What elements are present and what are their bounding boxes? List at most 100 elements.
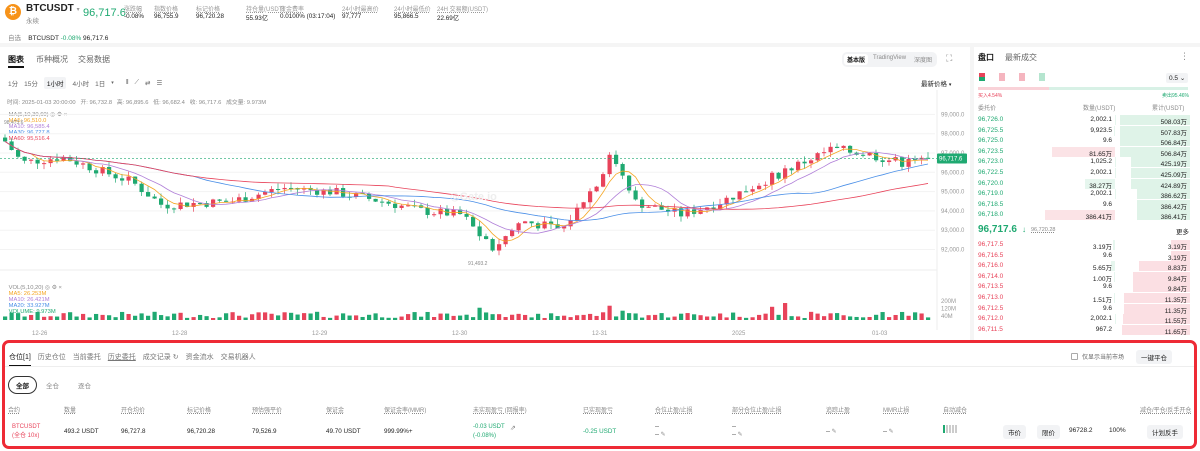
orderbook-row[interactable]: 96,714.0 1.00万 9.84万 [975,271,1190,283]
price-type-select[interactable]: 最新价格 ▾ [921,78,951,88]
tab-bots[interactable]: 交易机器人 [220,354,256,361]
position-contract[interactable]: BTCUSDT (全仓 10x) [12,423,40,441]
orderbook-row[interactable]: 96,722.5 2,002.1 425.09万 [975,168,1190,179]
layout-asks-icon[interactable] [1019,73,1025,81]
view-basic[interactable]: 基本版 [844,54,869,65]
tab-trade-data[interactable]: 交易数据 [78,55,110,64]
edit-trail[interactable]: -- ✎ [826,428,837,436]
tab-history-positions[interactable]: 历史仓位 [37,354,66,361]
divider [5,366,1194,367]
volume-bar [763,313,768,320]
settings-list-icon[interactable]: ☰ [156,80,163,87]
swap-icon[interactable]: ⇄ [145,80,151,87]
symbol-selector[interactable]: BTCUSDT ▾ [26,3,80,14]
volume-bar [87,317,92,320]
candle-body [757,185,762,190]
layout-trades-icon[interactable] [1039,73,1045,81]
filter-cross[interactable]: 全仓 [46,383,59,390]
ob-price: 96,712.0 [978,315,1004,323]
candle-body [243,197,248,202]
limit_price-button[interactable]: 96728.2 [1064,425,1098,436]
limit-button[interactable]: 限价 [1037,425,1060,439]
position-entry: 96,727.8 [121,428,146,435]
edit-ptpsl[interactable]: -- -- ✎ [732,424,743,438]
interval-4h[interactable]: 4小时 [72,81,90,88]
watchlist-row[interactable]: 自选 BTCUSDT -0.08% 96,717.6 [8,32,108,42]
reverse-button[interactable]: 计划反手 [1147,425,1183,439]
orderbook-row[interactable]: 96,720.0 38.27万 424.89万 [975,178,1190,190]
view-tradingview[interactable]: TradingView [873,55,907,61]
filter-isolated[interactable]: 逐仓 [78,383,91,390]
layout-both-icon[interactable] [979,73,985,81]
refresh-icon[interactable]: ↻ [172,354,179,361]
orderbook-row[interactable]: 96,712.0 2,002.1 11.55万 [975,314,1190,325]
candle-type-icon[interactable]: ⫴ [125,79,129,86]
candle-body [211,199,216,207]
orderbook-row[interactable]: 96,725.0 9.6 506.84万 [975,136,1190,147]
edit-icon[interactable]: ✎ [660,432,666,438]
orderbook-row[interactable]: 96,713.5 9.6 9.84万 [975,282,1190,293]
candle-body [529,221,534,224]
ob-more-link[interactable]: 更多 [1176,229,1189,236]
tab-open-orders[interactable]: 当前委托 [72,354,101,361]
volume-bar [367,314,372,320]
edit-icon[interactable]: ✎ [737,432,743,438]
tab-funding[interactable]: 资金流水 [185,354,214,361]
edit-icon[interactable]: ✎ [888,429,894,435]
eye-icon[interactable]: ◎ ⚙ × [50,112,68,118]
book-layout-icons[interactable] [979,73,1045,81]
interval-1m[interactable]: 1分 [8,81,19,88]
edit-icon[interactable]: ✎ [831,429,837,435]
close-all-button[interactable]: 一键平仓 [1136,350,1172,364]
filter-all[interactable]: 全部 [8,376,37,394]
orderbook-row[interactable]: 96,725.5 9,923.5 507.83万 [975,125,1190,137]
orderbook-row[interactable]: 96,719.0 2,002.1 386.62万 [975,189,1190,200]
candle-body [633,190,638,200]
tab-chart[interactable]: 图表 [8,55,24,64]
precision-select[interactable]: 0.5 ⌄ [1166,73,1189,83]
vol-ma20: MA20: 33.927M [8,303,50,309]
orderbook-row[interactable]: 96,713.0 1.51万 11.35万 [975,293,1190,304]
tab-trades[interactable]: 成交记录 ↻ [143,352,179,366]
only-current-checkbox[interactable]: 仅显示当前市场 [1071,352,1124,361]
fullscreen-icon[interactable]: ⛶ [946,53,953,63]
orderbook-row[interactable]: 96,716.5 9.6 3.19万 [975,250,1190,262]
orderbook-row[interactable]: 96,723.0 1,025.2 425.19万 [975,157,1190,168]
orderbook-row[interactable]: 96,718.0 386.41万 386.41万 [975,210,1190,221]
more-options-icon[interactable]: ⋮ [1180,51,1189,61]
volume-bar [497,314,502,320]
interval-1h[interactable]: 1小时 [43,77,67,89]
column-header: 仓位止盈/止损 [655,408,693,414]
orderbook-row[interactable]: 96,723.5 81.65万 506.84万 [975,146,1190,158]
tab-overview[interactable]: 币种概况 [36,55,68,64]
orderbook-row[interactable]: 96,717.5 3.19万 3.19万 [975,240,1190,251]
market-button[interactable]: 市价 [1003,425,1026,439]
edit-mmrsl[interactable]: -- ✎ [883,428,894,436]
chevron-down-icon[interactable]: ▾ [111,80,114,86]
volume-bar [204,316,209,320]
orderbook-row[interactable]: 96,718.5 9.6 386.42万 [975,199,1190,211]
symbol: BTCUSDT [26,3,74,14]
indicator-icon[interactable]: ⟋ [134,79,140,86]
orderbook-row[interactable]: 96,711.5 967.2 11.65万 [975,324,1190,336]
volume-bar [607,305,612,320]
view-depth[interactable]: 深度图 [914,58,933,64]
tab-order-history[interactable]: 历史委托 [107,354,136,361]
orderbook-row[interactable]: 96,712.5 9.6 11.35万 [975,303,1190,315]
candle-body [523,221,528,224]
interval-15m[interactable]: 15分 [24,81,38,88]
interval-1d[interactable]: 1日 [95,81,106,88]
volume-bar [906,315,911,320]
tab-latest-trades[interactable]: 最新成交 [1005,53,1037,62]
orderbook-row[interactable]: 96,716.0 5.65万 8.83万 [975,261,1190,272]
view-mode-switch[interactable]: 基本版 TradingView 深度图 [842,52,938,67]
pct-button[interactable]: 100% [1104,425,1131,436]
edit-tpsl[interactable]: -- -- ✎ [655,424,666,438]
orderbook-row[interactable]: 96,726.0 2,002.1 508.03万 [975,115,1190,126]
candlestick-chart[interactable]: 99,000.098,000.097,000.096,000.095,000.0… [0,90,970,340]
checkbox[interactable] [1071,353,1078,360]
layout-bids-icon[interactable] [999,73,1005,81]
share-icon[interactable]: ⇗ [510,425,516,432]
tab-positions[interactable]: 仓位[1] [9,352,31,366]
tab-orderbook[interactable]: 盘口 [978,53,994,62]
